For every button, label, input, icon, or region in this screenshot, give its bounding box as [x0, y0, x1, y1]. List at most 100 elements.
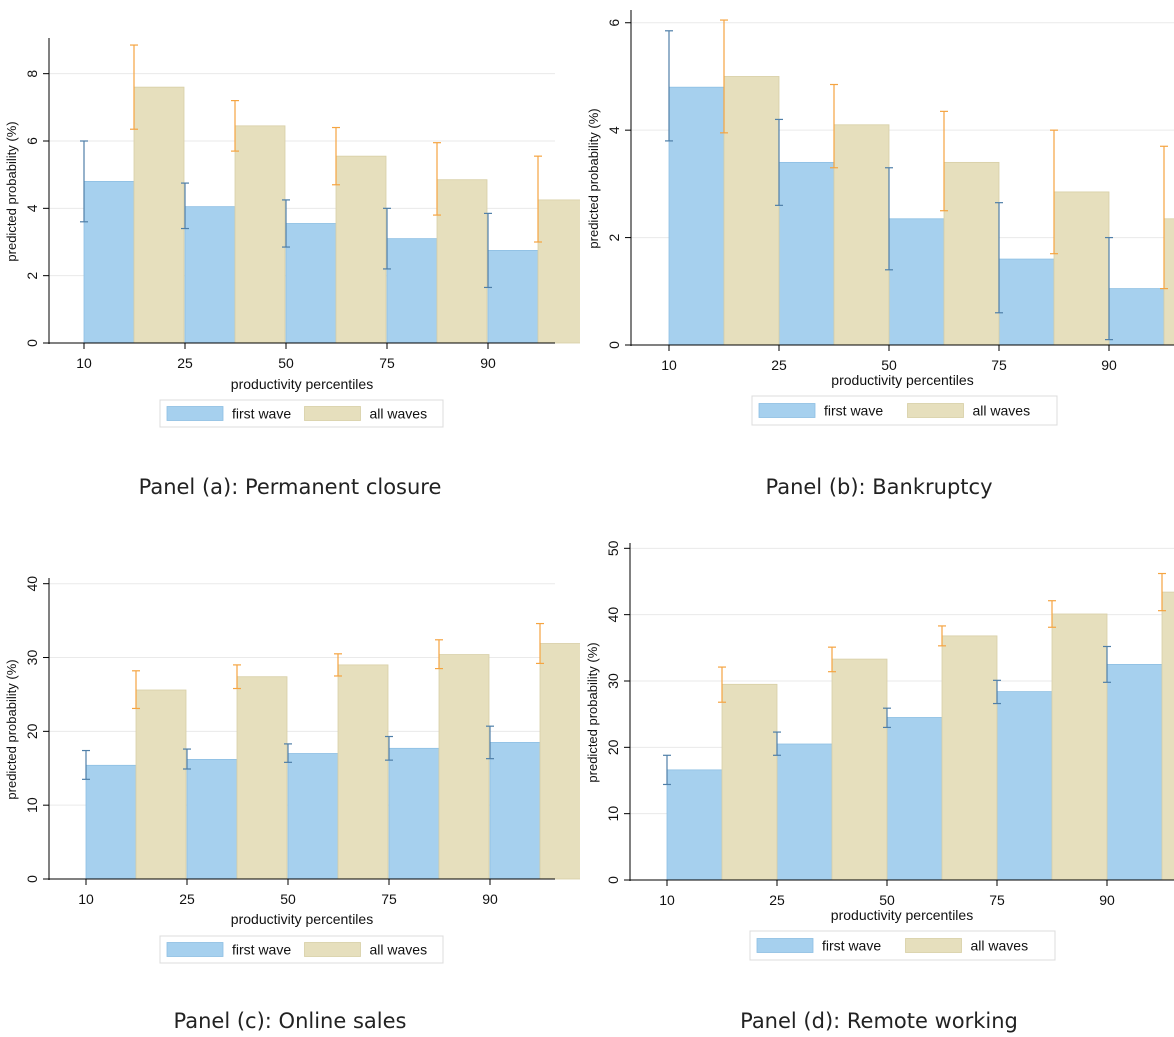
legend: first wave all waves [749, 930, 1056, 961]
first-wave-bar [776, 743, 833, 881]
y-tick-label: 10 [24, 797, 40, 813]
x-tick-label: 10 [76, 355, 92, 371]
all-waves-bar [537, 199, 580, 344]
first-wave-error-bar [80, 140, 88, 223]
all-waves-bar [1053, 191, 1110, 346]
all-waves-error-bar [332, 126, 340, 186]
legend-label: first wave [822, 938, 881, 954]
y-tick-label: 2 [606, 233, 622, 241]
all-waves-error-bar [130, 44, 138, 130]
first-wave-bar [83, 180, 135, 344]
all-waves-error-bar [433, 142, 441, 216]
all-waves-bar [135, 689, 187, 880]
all-waves-error-bar [1158, 572, 1166, 612]
first-wave-error-bar [775, 118, 783, 206]
all-waves-error-bar [940, 110, 948, 212]
x-tick-label: 50 [280, 891, 296, 907]
all-waves-bar [831, 658, 888, 881]
first-wave-bar [184, 206, 236, 344]
all-waves-bar [1163, 218, 1174, 346]
x-axis-title: productivity percentiles [231, 376, 373, 392]
y-axis-title: predicted probability (%) [4, 659, 19, 799]
y-tick-label: 6 [24, 137, 40, 145]
first-wave-legend-swatch [166, 942, 224, 957]
x-tick-label: 10 [659, 892, 675, 908]
y-tick-label: 40 [605, 607, 621, 623]
y-tick-label: 40 [24, 576, 40, 592]
y-tick-label: 20 [605, 739, 621, 755]
all-waves-error-bar [828, 646, 836, 673]
all-waves-bar [236, 676, 288, 880]
first-wave-bar [996, 691, 1053, 881]
panel-c: 0 10 20 30 40 10 25 50 75 90 predicted probability… [0, 540, 580, 1037]
x-tick-label: 25 [771, 357, 787, 373]
all-waves-bar [1161, 591, 1174, 881]
panel-d-chart: 0 10 20 30 40 50 10 25 50 75 90 predicted probabili… [585, 540, 1174, 961]
first-wave-error-bar [486, 725, 494, 760]
first-wave-bar [1106, 664, 1163, 881]
all-waves-error-bar [233, 664, 241, 690]
legend-label: first wave [232, 406, 291, 422]
x-tick-label: 75 [991, 357, 1007, 373]
first-wave-legend-swatch [166, 406, 224, 421]
all-waves-bar [723, 76, 780, 346]
first-wave-error-bar [885, 167, 893, 271]
all-waves-bar [539, 643, 580, 880]
first-wave-error-bar [282, 199, 290, 248]
x-axis-title: productivity percentiles [231, 911, 373, 927]
x-tick-label: 90 [480, 355, 496, 371]
y-axis-title: predicted probability (%) [585, 642, 600, 782]
all-waves-error-bar [534, 155, 542, 243]
all-waves-bar [1051, 613, 1108, 881]
all-waves-error-bar [435, 639, 443, 670]
y-tick-label: 30 [24, 650, 40, 666]
first-wave-bar [668, 86, 725, 346]
all-waves-error-bar [718, 666, 726, 703]
panel-a-caption: Panel (a): Permanent closure [138, 475, 442, 499]
y-tick-label: 0 [24, 339, 40, 347]
all-waves-bar [234, 125, 286, 344]
all-waves-error-bar [1160, 145, 1168, 290]
first-wave-error-bar [385, 735, 393, 761]
legend: first wave all waves [159, 935, 444, 964]
y-tick-label: 6 [606, 19, 622, 27]
legend-label: all waves [370, 406, 428, 422]
panel-a: 0 2 4 6 8 10 25 50 75 90 predicted probability (%)… [0, 0, 580, 520]
panel-b-chart: 0 2 4 6 10 25 50 75 90 predicted probability (%) p… [586, 10, 1174, 426]
y-tick-label: 20 [24, 723, 40, 739]
y-tick-label: 0 [24, 875, 40, 883]
all-waves-bar [335, 155, 387, 344]
all-waves-bar [436, 179, 488, 344]
first-wave-error-bar [993, 679, 1001, 705]
x-tick-label: 50 [881, 357, 897, 373]
all-waves-error-bar [1050, 129, 1058, 255]
first-wave-error-bar [1105, 236, 1113, 341]
all-waves-error-bar [231, 99, 239, 152]
first-wave-error-bar [883, 707, 891, 729]
panel-c-chart: 0 10 20 30 40 10 25 50 75 90 predicted probability… [4, 576, 580, 964]
x-tick-label: 75 [379, 355, 395, 371]
x-tick-label: 50 [278, 355, 294, 371]
y-tick-label: 4 [24, 204, 40, 212]
first-wave-bar [666, 769, 723, 881]
all-waves-legend-swatch [304, 942, 361, 957]
all-waves-error-bar [720, 19, 728, 134]
first-wave-error-bar [183, 748, 191, 770]
first-wave-error-bar [773, 731, 781, 756]
y-tick-label: 30 [605, 673, 621, 689]
all-waves-error-bar [334, 653, 342, 677]
first-wave-bar [285, 223, 337, 344]
first-wave-bar [287, 753, 339, 880]
all-waves-legend-swatch [907, 403, 964, 418]
first-wave-bar [388, 747, 440, 880]
first-wave-error-bar [995, 202, 1003, 314]
legend-label: all waves [973, 403, 1031, 419]
first-wave-error-bar [181, 182, 189, 230]
x-tick-label: 75 [989, 892, 1005, 908]
first-wave-bar [489, 742, 541, 880]
x-tick-label: 50 [879, 892, 895, 908]
legend-label: first wave [824, 403, 883, 419]
first-wave-bar [487, 250, 539, 344]
y-axis-title: predicted probability (%) [4, 121, 19, 261]
x-tick-label: 90 [1101, 357, 1117, 373]
